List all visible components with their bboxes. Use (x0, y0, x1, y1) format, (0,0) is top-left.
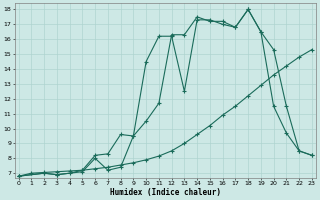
X-axis label: Humidex (Indice chaleur): Humidex (Indice chaleur) (110, 188, 221, 197)
